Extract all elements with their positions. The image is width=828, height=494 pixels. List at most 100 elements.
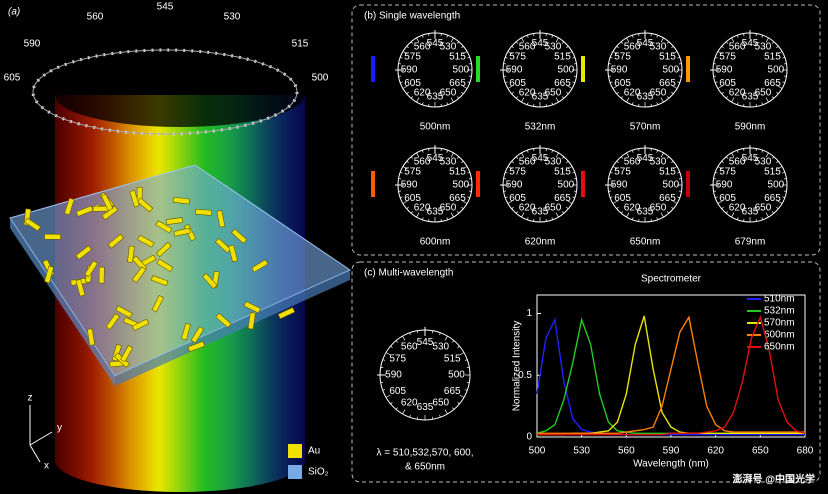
au-rod (277, 307, 296, 320)
dial-tick (505, 57, 508, 59)
dial-tick (620, 41, 624, 44)
au-rod (115, 305, 133, 319)
dial-label: 620 (519, 88, 536, 99)
dial-label: 500 (663, 180, 680, 191)
au-rod (216, 210, 226, 228)
dial-tick (677, 81, 680, 83)
dial-label: 530 (650, 42, 667, 53)
dial-label: 620 (414, 88, 431, 99)
chart-title: Spectrometer (641, 274, 702, 285)
dial-tick (390, 402, 393, 405)
spectral-bar (371, 171, 375, 197)
dial-label: 620 (414, 203, 431, 214)
dial-label: 545 (532, 38, 549, 49)
dial-tick (450, 37, 454, 43)
dial-label: 500 (558, 180, 575, 191)
dial-tick (511, 45, 514, 49)
dial-label: 590 (385, 370, 402, 381)
dial-label: 590 (506, 180, 523, 191)
dial-label: 650 (650, 203, 667, 214)
dial-tick (715, 57, 718, 59)
dial-label: 590 (506, 65, 523, 76)
dial-tick (572, 196, 575, 198)
dial-label: 605 (389, 386, 406, 397)
dial-tick (461, 160, 464, 164)
dial-tick (527, 102, 529, 105)
dial-tick (422, 150, 424, 153)
dial-label: 620 (729, 203, 746, 214)
dial-tick (717, 85, 723, 89)
dial-tick (507, 85, 513, 89)
dial-label: 620 (624, 203, 641, 214)
dial-tick (777, 200, 783, 204)
dial-tick (446, 217, 448, 220)
dial-tick (672, 51, 678, 55)
dial-tick (439, 414, 441, 418)
dial-label: 530 (650, 157, 667, 168)
dial-label: 575 (719, 51, 736, 62)
dial-label: 650 (755, 203, 772, 214)
dial-tick (725, 156, 729, 159)
axis-y (29, 431, 53, 446)
dial-tick (677, 57, 680, 59)
panel-label: (c) Multi-wavelength (364, 268, 453, 279)
dial-tick (782, 57, 785, 59)
dial-label: 575 (509, 166, 526, 177)
wheel-label: 560 (87, 12, 104, 23)
dial-tick (385, 394, 391, 398)
dial-tick (671, 206, 674, 210)
au-rod (190, 326, 205, 344)
dial-tick (561, 41, 565, 44)
dial-label: 620 (624, 88, 641, 99)
dial-tick (507, 51, 513, 55)
dial-tick (566, 91, 569, 95)
substrate-edge (115, 270, 350, 386)
dial-tick (715, 172, 718, 174)
dial-label: 560 (729, 157, 746, 168)
spectrometer-chart: Spectrometer 500 530 560 590 620 650 680 0 0.5 1 Wa… (512, 274, 814, 470)
dial-tick (771, 211, 775, 214)
x-tick-label: 680 (797, 446, 814, 457)
dial-label: 665 (659, 78, 676, 89)
dial-label: 590 (716, 180, 733, 191)
dial-label: 605 (509, 78, 526, 89)
dial-tick (656, 217, 658, 220)
dial-tick (467, 172, 470, 174)
dial-label: 635 (532, 91, 549, 102)
spectral-bar (686, 56, 690, 82)
dial-tick (666, 211, 670, 214)
dial-label: 635 (637, 91, 654, 102)
dial-label: 500 (768, 65, 785, 76)
dial-tick (616, 91, 619, 95)
y-axis-label: Normalized Intensity (512, 321, 523, 412)
dial-tick (721, 206, 724, 210)
dial-tick (721, 91, 724, 95)
dial-label: 635 (427, 206, 444, 217)
dial-tick (444, 409, 448, 415)
au-rod (155, 241, 172, 258)
wheel-label: 515 (292, 39, 309, 50)
dial-label: 545 (417, 337, 434, 348)
dial-tick (439, 332, 441, 336)
dial-label: 530 (755, 157, 772, 168)
dial-label: 500 (558, 65, 575, 76)
dial-tick (555, 97, 559, 103)
dial-tick (416, 37, 420, 43)
axis-label: z (28, 393, 33, 404)
dial-label: 575 (389, 353, 406, 364)
dial-tick (511, 91, 514, 95)
dial-tick (462, 51, 468, 55)
dial-label: 575 (509, 51, 526, 62)
dial-label: 650 (650, 88, 667, 99)
dial-tick (561, 156, 565, 159)
dial-label: 560 (414, 42, 431, 53)
au-rod (181, 322, 191, 341)
wavelength-ring-line (32, 49, 298, 135)
dial-tick (416, 212, 420, 218)
dial-tick (505, 196, 508, 198)
dial-tick (561, 96, 565, 99)
legend-label: SiO₂ (308, 467, 329, 478)
dial-label: 560 (519, 42, 536, 53)
dial-label: 530 (440, 42, 457, 53)
dial-label: 515 (554, 51, 571, 62)
